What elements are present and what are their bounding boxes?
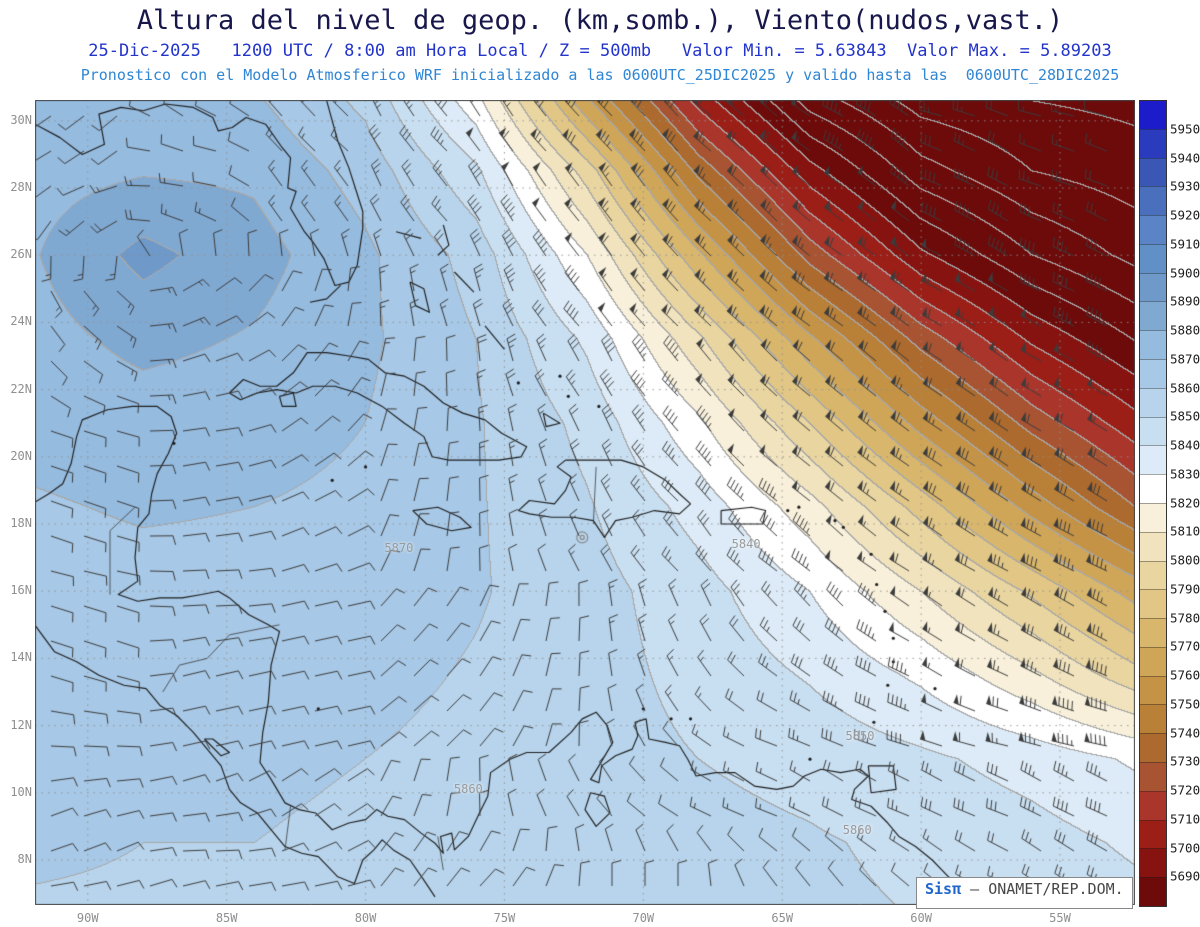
lat-tick-label: 10N: [10, 784, 32, 799]
colorbar-label: 5780: [1170, 610, 1200, 625]
lat-tick-label: 8N: [17, 851, 32, 866]
colorbar-label: 5840: [1170, 437, 1200, 453]
lat-tick-label: 26N: [10, 247, 32, 262]
lat-tick-label: 14N: [10, 650, 32, 665]
lon-tick-label: 70W: [632, 911, 655, 925]
colorbar-segment: [1140, 502, 1166, 532]
colorbar-label: 5750: [1170, 696, 1200, 712]
sispi-logo-text: Sisπ: [925, 880, 962, 898]
contour-line-label: 5860: [842, 822, 872, 837]
colorbar-segment: [1140, 761, 1166, 791]
colorbar-segment: [1140, 704, 1166, 734]
colorbar-segment: [1140, 790, 1166, 820]
lon-tick-label: 65W: [771, 911, 794, 925]
colorbar-label: 5770: [1170, 638, 1200, 654]
colorbar-label: 5710: [1170, 811, 1200, 827]
colorbar-label: 5890: [1170, 293, 1200, 309]
contour-line-label: 5860: [453, 782, 483, 797]
colorbar-segment: [1140, 330, 1166, 360]
colorbar-label: 5910: [1170, 236, 1200, 252]
lat-tick-label: 28N: [10, 180, 32, 195]
colorbar-label: 5930: [1170, 178, 1200, 194]
colorbar-segment: [1140, 646, 1166, 676]
colorbar-label: 5820: [1170, 495, 1200, 510]
lon-tick-label: 80W: [354, 911, 377, 925]
lat-tick-label: 20N: [10, 448, 32, 463]
colorbar-label: 5870: [1170, 351, 1200, 367]
colorbar-segment: [1140, 101, 1166, 129]
attribution-org-text: — ONAMET/REP.DOM.: [961, 880, 1124, 898]
colorbar-segment: [1140, 618, 1166, 647]
colorbar-segment: [1140, 531, 1166, 561]
page-title: Altura del nivel de geop. (km,somb.), Vi…: [136, 5, 1064, 36]
colorbar-segment: [1140, 589, 1166, 619]
lat-tick-label: 16N: [10, 583, 32, 598]
lat-tick-label: 22N: [10, 381, 32, 396]
colorbar-label: 5720: [1170, 782, 1200, 798]
colorbar-label: 5920: [1170, 207, 1200, 223]
subtitle-valid-time: 25-Dic-2025 1200 UTC / 8:00 am Hora Loca…: [88, 41, 1112, 61]
colorbar-segment: [1140, 128, 1166, 158]
colorbar-label: 5940: [1170, 150, 1200, 165]
colorbar-segment: [1140, 387, 1166, 417]
contour-line-label: 5870: [384, 540, 414, 555]
colorbar-label: 5950: [1170, 121, 1200, 137]
lon-tick-label: 85W: [215, 911, 238, 925]
contour-line-label: 5840: [731, 537, 761, 552]
colorbar-segment: [1140, 445, 1166, 475]
lon-tick-label: 55W: [1049, 911, 1071, 925]
subtitle-model-run: Pronostico con el Modelo Atmosferico WRF…: [80, 66, 1120, 84]
lat-tick-label: 24N: [10, 314, 32, 329]
colorbar-label: 5760: [1170, 667, 1200, 683]
colorbar-label: 5690: [1170, 868, 1200, 884]
attribution-badge: Sisπ — ONAMET/REP.DOM.: [916, 877, 1133, 909]
colorbar-segment: [1140, 733, 1166, 762]
colorbar-segment: [1140, 243, 1166, 273]
lat-tick-label: 30N: [10, 112, 32, 127]
contour-line-label: 5850: [845, 728, 875, 743]
colorbar-label: 5700: [1170, 840, 1200, 855]
colorbar-segment: [1140, 215, 1166, 244]
lon-tick-label: 90W: [76, 911, 99, 925]
colorbar-segment: [1140, 877, 1166, 906]
colorbar-segment: [1140, 675, 1166, 705]
colorbar-label: 5810: [1170, 523, 1200, 539]
colorbar-label: 5800: [1170, 552, 1200, 568]
lon-tick-label: 60W: [910, 911, 932, 925]
contour-map-canvas: [35, 100, 1135, 905]
colorbar-segment: [1140, 560, 1166, 590]
colorbar-label: 5850: [1170, 408, 1200, 424]
colorbar-segment: [1140, 272, 1166, 302]
colorbar-label: 5880: [1170, 322, 1200, 338]
colorbar-segment: [1140, 848, 1166, 878]
colorbar-segment: [1140, 359, 1166, 388]
lon-tick-label: 75W: [493, 911, 516, 925]
colorbar-segment: [1140, 301, 1166, 331]
lat-tick-label: 12N: [10, 717, 32, 732]
colorbar: [1139, 100, 1167, 907]
colorbar-label: 5740: [1170, 725, 1200, 740]
colorbar-segment: [1140, 819, 1166, 849]
colorbar-segment: [1140, 157, 1166, 187]
colorbar-label: 5900: [1170, 265, 1200, 280]
colorbar-segment: [1140, 474, 1166, 503]
colorbar-label: 5730: [1170, 753, 1200, 769]
colorbar-label: 5790: [1170, 581, 1200, 597]
colorbar-segment: [1140, 416, 1166, 446]
colorbar-label: 5860: [1170, 380, 1200, 395]
lat-tick-label: 18N: [10, 516, 32, 530]
colorbar-segment: [1140, 186, 1166, 216]
colorbar-label: 5830: [1170, 466, 1200, 482]
